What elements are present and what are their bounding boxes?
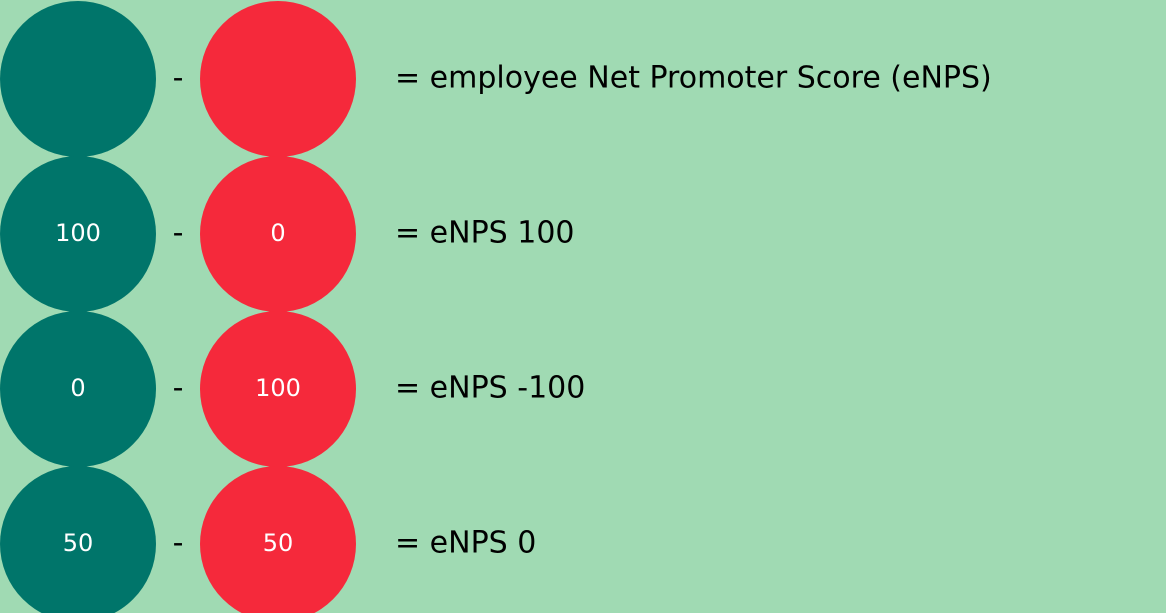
detractor-circle xyxy=(200,466,356,613)
minus-sign: - xyxy=(173,526,184,561)
minus-sign: - xyxy=(173,371,184,406)
minus-sign: - xyxy=(173,216,184,251)
result-text: = employee Net Promoter Score (eNPS) xyxy=(395,61,992,96)
result-text: = eNPS 0 xyxy=(395,526,536,561)
promoter-circle xyxy=(0,466,156,613)
detractor-circle xyxy=(200,311,356,467)
detractor-circle xyxy=(200,156,356,312)
promoter-label: 0 xyxy=(70,374,85,402)
result-text: = eNPS -100 xyxy=(395,371,585,406)
promoter-circle xyxy=(0,311,156,467)
detractor-circle xyxy=(200,1,356,157)
promoter-label: 50 xyxy=(63,529,94,557)
result-text: = eNPS 100 xyxy=(395,216,575,251)
promoter-circle xyxy=(0,156,156,312)
promoter-label: 100 xyxy=(55,219,101,247)
minus-sign: - xyxy=(173,61,184,96)
promoter-circle xyxy=(0,1,156,157)
detractor-label: 0 xyxy=(270,219,285,247)
detractor-label: 50 xyxy=(263,529,294,557)
detractor-label: 100 xyxy=(255,374,301,402)
